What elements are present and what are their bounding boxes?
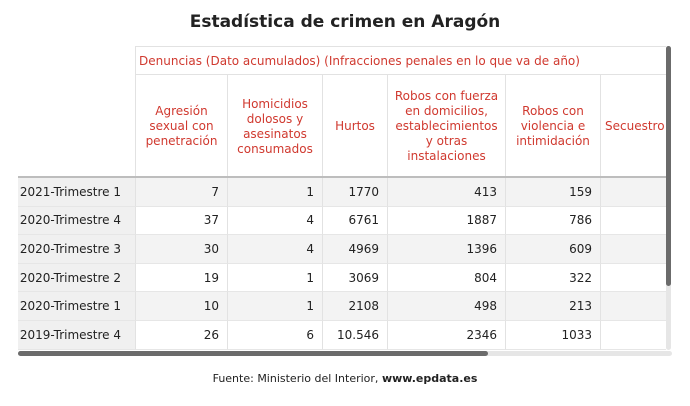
cell: 0 <box>600 178 666 207</box>
cell: 2346 <box>387 321 505 350</box>
cell: 30 <box>135 235 227 264</box>
cell: 498 <box>387 292 505 321</box>
cell: 413 <box>387 178 505 207</box>
cell: 37 <box>135 206 227 236</box>
cell: 4 <box>227 206 322 236</box>
cell: 2108 <box>322 292 387 321</box>
column-header: Homicidios dolosos y asesinatos consumad… <box>227 75 322 178</box>
cell: 2 <box>600 321 666 350</box>
column-header: Robos con fuerza en domicilios, establec… <box>387 75 505 178</box>
cell: 1770 <box>322 178 387 207</box>
cell: 26 <box>135 321 227 350</box>
cell: 6 <box>227 321 322 350</box>
cell: 1 <box>227 292 322 321</box>
cell: 1033 <box>505 321 600 350</box>
row-label: 2019-Trimestre 4 <box>18 321 135 350</box>
cell: 4 <box>227 235 322 264</box>
group-header: Denuncias (Dato acumulados) (Infraccione… <box>135 46 666 75</box>
cell: 1887 <box>387 206 505 236</box>
row-label: 2020-Trimestre 4 <box>18 206 135 236</box>
source-link[interactable]: www.epdata.es <box>381 372 478 385</box>
row-label: 2020-Trimestre 3 <box>18 235 135 264</box>
cell: 1 <box>600 206 666 236</box>
header-rule <box>18 176 666 178</box>
table: Denuncias (Dato acumulados) (Infraccione… <box>18 46 666 350</box>
cell: 1 <box>227 178 322 207</box>
cell: 159 <box>505 178 600 207</box>
column-header: Secuestro <box>600 75 666 178</box>
title: Estadística de crimen en Aragón <box>189 12 501 32</box>
cell: 7 <box>135 178 227 207</box>
source: Fuente: Ministerio del Interior, www.epd… <box>0 372 690 385</box>
horizontal-scrollbar[interactable] <box>18 351 488 356</box>
row-label: 2020-Trimestre 2 <box>18 263 135 293</box>
cell: 1396 <box>387 235 505 264</box>
cell: 213 <box>505 292 600 321</box>
cell: 10.546 <box>322 321 387 350</box>
cell: 786 <box>505 206 600 236</box>
cell: 0 <box>600 292 666 321</box>
cell: 804 <box>387 263 505 293</box>
cell: 19 <box>135 263 227 293</box>
vertical-scrollbar[interactable] <box>666 46 671 286</box>
cell: 4969 <box>322 235 387 264</box>
cell: 0 <box>600 263 666 293</box>
header-corner <box>18 75 135 178</box>
cell: 3069 <box>322 263 387 293</box>
cell: 609 <box>505 235 600 264</box>
cell: 6761 <box>322 206 387 236</box>
column-header: Robos con violencia e intimidación <box>505 75 600 178</box>
source-text: Fuente: Ministerio del Interior, <box>212 372 382 385</box>
cell: 0 <box>600 235 666 264</box>
cell: 1 <box>227 263 322 293</box>
column-header: Agresión sexual con penetración <box>135 75 227 178</box>
cell: 10 <box>135 292 227 321</box>
cell: 322 <box>505 263 600 293</box>
row-label: 2021-Trimestre 1 <box>18 178 135 207</box>
column-header: Hurtos <box>322 75 387 178</box>
row-label: 2020-Trimestre 1 <box>18 292 135 321</box>
